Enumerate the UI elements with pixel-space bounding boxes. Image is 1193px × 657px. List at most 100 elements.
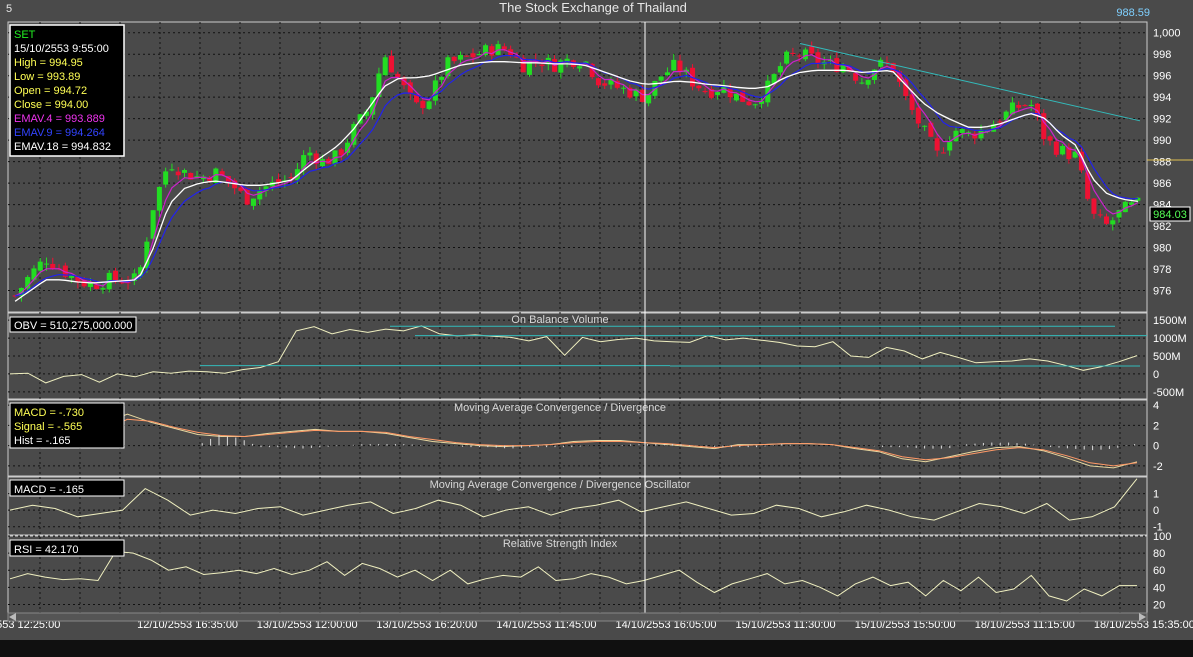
x-tick-label: 14/10/2553 16:05:00	[616, 619, 717, 631]
candle-body	[326, 158, 332, 165]
candle-body	[501, 46, 507, 50]
price-tick-label: 988	[1153, 157, 1171, 169]
candle-body	[658, 76, 664, 81]
osc-info: MACD = -.165	[14, 484, 84, 496]
candle-body	[232, 180, 238, 189]
candle-body	[589, 63, 595, 78]
scrollbar-track[interactable]	[7, 612, 1148, 622]
candle-body	[470, 53, 476, 58]
candle-body	[1060, 146, 1066, 155]
obv-tick-label: 1500M	[1153, 315, 1187, 327]
candle-body	[790, 52, 796, 54]
candle-body	[94, 284, 100, 290]
candle-body	[144, 241, 150, 268]
ema9-line	[14, 54, 1138, 297]
scroll-right-arrow-icon[interactable]	[1139, 613, 1146, 621]
candle-body	[577, 66, 583, 69]
candle-body	[903, 79, 909, 96]
candle-body	[608, 79, 614, 85]
status-strip	[0, 640, 1193, 657]
candle-body	[1078, 151, 1084, 171]
candle-body	[621, 87, 627, 89]
candle-body	[276, 179, 282, 184]
obv-tick-label: -500M	[1153, 387, 1184, 399]
macd-tick-label: 0	[1153, 441, 1159, 453]
candle-body	[81, 279, 87, 287]
price-panel-frame	[7, 21, 1148, 313]
price-plot	[12, 40, 1141, 302]
window-index: 5	[6, 3, 12, 15]
candle-body	[765, 80, 771, 103]
candle-body	[301, 155, 307, 170]
x-tick-label: 13/10/2553 16:20:00	[376, 619, 477, 631]
info-ema9: EMAV.9 = 994.264	[14, 127, 105, 139]
scroll-left-arrow-icon[interactable]	[9, 613, 16, 621]
candle-body	[846, 67, 852, 71]
price-tick-label: 982	[1153, 221, 1171, 233]
price-tick-label: 990	[1153, 135, 1171, 147]
candle-body	[890, 63, 896, 73]
candle-body	[1110, 220, 1116, 225]
candle-body	[451, 56, 457, 62]
candle-body	[1091, 198, 1097, 214]
candle-body	[457, 54, 463, 60]
candle-body	[188, 173, 194, 180]
candle-body	[652, 80, 658, 96]
candle-body	[928, 122, 934, 137]
x-tick-label: 13/10/2553 12:00:00	[257, 619, 358, 631]
info-ema4: EMAV.4 = 993.889	[14, 113, 105, 125]
candle-body	[112, 270, 119, 281]
candle-body	[338, 149, 344, 156]
candle-body	[715, 92, 721, 95]
candle-body	[288, 177, 294, 179]
candle-body	[1041, 113, 1047, 140]
candle-body	[131, 273, 137, 281]
macd-info-hist: Hist = -.165	[14, 435, 71, 447]
rsi-info-frame	[9, 539, 125, 557]
candle-body	[759, 101, 765, 104]
candle-body	[319, 159, 325, 167]
macd-tick-label: 4	[1153, 400, 1159, 412]
candle-body	[370, 97, 376, 115]
candle-body	[163, 171, 169, 185]
macd-info-macd: MACD = -.730	[14, 407, 84, 419]
candle-body	[984, 130, 990, 133]
candle-body	[432, 80, 438, 101]
candle-body	[313, 153, 319, 164]
candle-body	[181, 170, 187, 173]
candle-body	[357, 114, 363, 124]
candle-body	[1103, 216, 1110, 224]
price-tick-label: 976	[1153, 286, 1171, 298]
obv-info-frame	[9, 316, 137, 333]
macd-info-signal: Signal = -.565	[14, 421, 82, 433]
candle-body	[1053, 141, 1059, 155]
rsi-tick-label: 100	[1153, 531, 1171, 543]
macd-panel-frame	[7, 399, 1148, 477]
candle-body	[777, 66, 783, 73]
osc-tick-label: 1	[1153, 489, 1159, 501]
horizontal-scrollbar[interactable]	[7, 612, 1148, 622]
x-tick-label: 14/10/2553 11:45:00	[496, 619, 596, 631]
candle-body	[953, 130, 959, 142]
candle-body	[639, 89, 645, 102]
osc-tick-label: 0	[1153, 505, 1159, 517]
candle-body	[1009, 102, 1015, 115]
candle-body	[934, 138, 940, 151]
macd-plot	[10, 413, 1138, 469]
candle-body	[752, 104, 758, 106]
candle-body	[1097, 214, 1103, 216]
candle-body	[351, 123, 357, 145]
candle-body	[959, 129, 965, 133]
info-datetime: 15/10/2553 9:55:00	[14, 43, 109, 55]
candle-body	[727, 88, 733, 98]
tick-labels: 9769789809829849869889909929949969981,00…	[0, 28, 1193, 631]
candle-body	[859, 82, 865, 84]
candle-body	[75, 276, 81, 283]
candle-body	[708, 89, 714, 98]
candle-body	[671, 59, 677, 71]
candle-body	[257, 190, 263, 200]
price-tick-label: 996	[1153, 71, 1171, 83]
price-tick-label: 980	[1153, 243, 1171, 255]
